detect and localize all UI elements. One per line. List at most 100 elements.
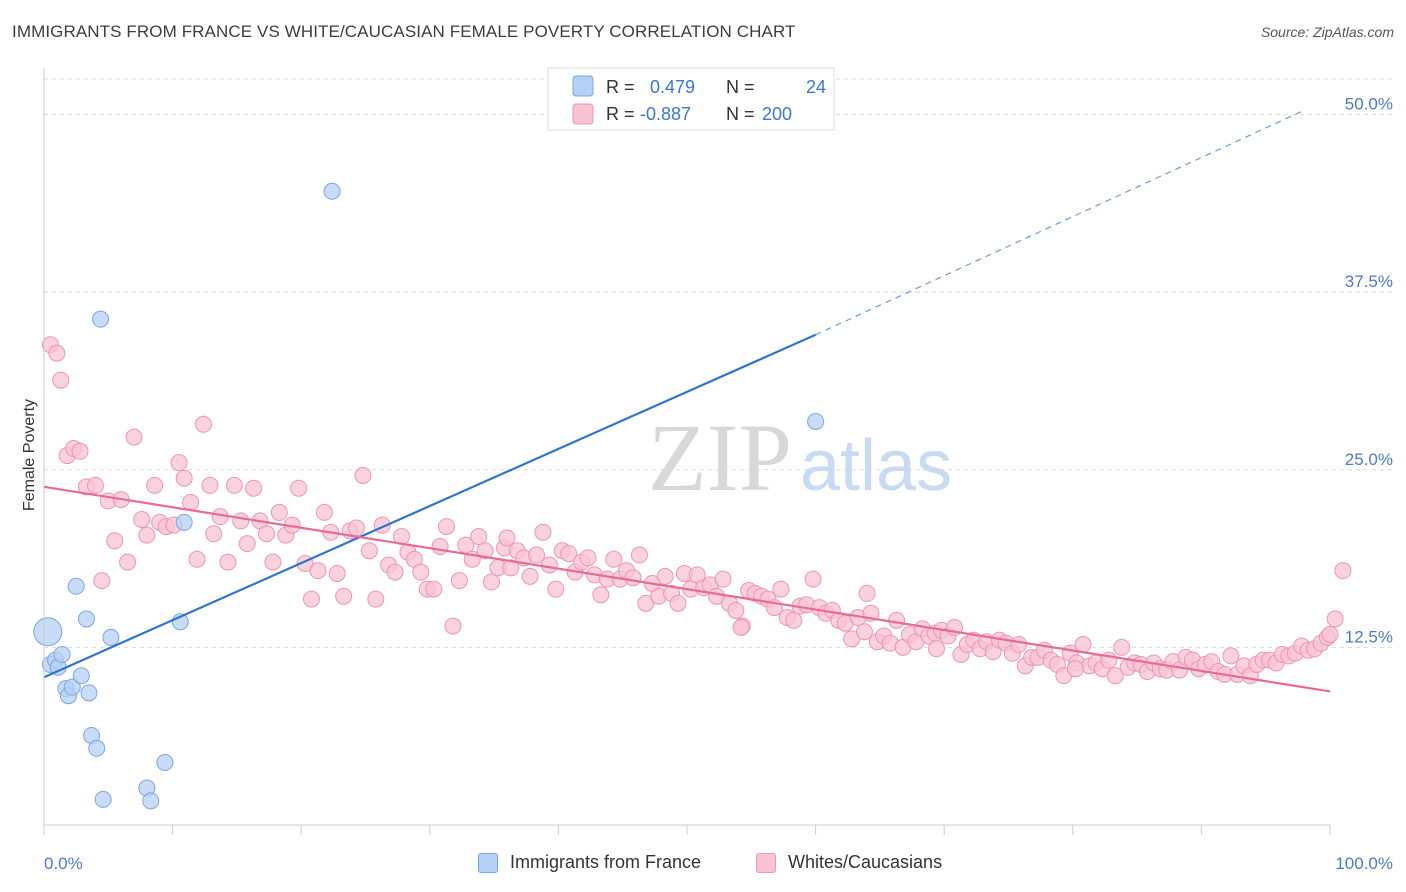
whites-caucasians-point-30: [232, 512, 250, 530]
whites-caucasians-point-204: [927, 640, 945, 658]
immigrants-france-point-8: [67, 577, 85, 595]
whites-caucasians-point-50: [360, 542, 378, 560]
whites-caucasians-point-54: [386, 563, 404, 581]
whites-caucasians-point-48: [347, 519, 365, 537]
whites-caucasians-point-119: [804, 570, 822, 588]
whites-caucasians-point-81: [560, 545, 578, 563]
whites-caucasians-points: [41, 336, 1352, 685]
legend-item-whites-caucasians: Whites/Caucasians: [756, 852, 942, 873]
whites-caucasians-point-86: [592, 586, 610, 604]
y-tick-label-0: 12.5%: [1345, 627, 1393, 646]
whites-caucasians-point-63: [444, 617, 462, 635]
whites-caucasians-point-132: [888, 611, 906, 629]
whites-caucasians-point-184: [1222, 647, 1240, 665]
whites-caucasians-point-93: [637, 594, 655, 612]
whites-caucasians-point-41: [302, 590, 320, 608]
y-tick-label-3: 50.0%: [1345, 95, 1393, 114]
whites-caucasians-point-167: [1113, 638, 1131, 656]
whites-caucasians-point-15: [138, 526, 156, 544]
whites-caucasians-point-77: [534, 523, 552, 541]
legend-swatch-immigrants-france: [478, 852, 498, 873]
legend-item-immigrants-france: Immigrants from France: [478, 852, 701, 873]
legend-r-value-1: 0.479: [650, 77, 695, 97]
whites-caucasians-point-29: [225, 476, 243, 494]
y-tick-label-2: 37.5%: [1345, 272, 1393, 291]
whites-caucasians-point-62: [438, 518, 456, 536]
legend-label-immigrants-france: Immigrants from France: [510, 852, 702, 872]
whites-caucasians-point-116: [785, 611, 803, 629]
whites-caucasians-point-67: [470, 528, 488, 546]
whites-caucasians-point-76: [528, 546, 546, 564]
whites-caucasians-point-45: [328, 564, 346, 582]
chart-title: IMMIGRANTS FROM FRANCE VS WHITE/CAUCASIA…: [12, 22, 796, 41]
immigrants-france-point-4: [53, 645, 71, 663]
immigrants-france-point-7: [63, 678, 81, 696]
axes: [43, 68, 1331, 835]
legend-n-label-2: N =: [726, 104, 755, 124]
whites-caucasians-point-201: [1326, 610, 1344, 628]
whites-caucasians-point-125: [843, 630, 861, 648]
immigrants-france-point-10: [77, 610, 95, 628]
x-tick-label-right: 100.0%: [1335, 854, 1393, 873]
tick-labels: 12.5% 25.0% 37.5% 50.0% 0.0% 100.0%: [44, 95, 1393, 873]
whites-caucasians-point-31: [238, 535, 256, 553]
whites-caucasians-point-16: [146, 476, 164, 494]
whites-caucasians-point-69: [483, 573, 501, 591]
immigrants-france-point-11: [80, 684, 98, 702]
whites-caucasians-point-60: [425, 580, 443, 598]
whites-caucasians-point-202: [1334, 562, 1352, 580]
whites-caucasians-point-91: [624, 569, 642, 587]
whites-caucasians-trend-line: [43, 485, 1331, 693]
whites-caucasians-point-203: [732, 618, 750, 636]
legend-swatch-pink: [572, 103, 594, 125]
whites-caucasians-point-64: [450, 572, 468, 590]
whites-caucasians-point-79: [547, 580, 565, 598]
whites-caucasians-point-39: [290, 479, 308, 497]
whites-caucasians-point-21: [175, 469, 193, 487]
whites-caucasians-point-24: [194, 415, 212, 433]
watermark-atlas: atlas: [800, 426, 952, 506]
whites-caucasians-point-105: [714, 570, 732, 588]
whites-caucasians-point-107: [727, 601, 745, 619]
whites-caucasians-point-49: [354, 466, 372, 484]
whites-caucasians-point-84: [579, 549, 597, 567]
whites-caucasians-point-68: [476, 542, 494, 560]
whites-caucasians-point-75: [521, 567, 539, 585]
chart-source: Source: ZipAtlas.com: [1260, 24, 1394, 40]
whites-caucasians-point-32: [245, 479, 263, 497]
immigrants-france-point-21: [175, 513, 193, 531]
whites-caucasians-point-205: [1066, 660, 1084, 678]
whites-caucasians-point-72: [502, 559, 520, 577]
whites-caucasians-point-96: [656, 567, 674, 585]
whites-caucasians-point-98: [669, 594, 687, 612]
whites-caucasians-point-7: [86, 476, 104, 494]
whites-caucasians-point-23: [188, 550, 206, 568]
legend-label-whites-caucasians: Whites/Caucasians: [788, 852, 943, 872]
whites-caucasians-point-10: [106, 532, 124, 550]
whites-caucasians-point-46: [335, 587, 353, 605]
trend-lines: [43, 109, 1331, 693]
watermark-zip: ZIP: [648, 404, 792, 511]
whites-caucasians-point-20: [170, 454, 188, 472]
legend-n-value-2: 200: [762, 104, 792, 124]
immigrants-france-point-22: [323, 182, 341, 200]
whites-caucasians-point-12: [119, 553, 137, 571]
legend-r-value-2: -0.887: [640, 104, 691, 124]
legend-r-label-1: R =: [606, 77, 635, 97]
whites-caucasians-point-114: [772, 580, 790, 598]
whites-caucasians-point-1: [48, 344, 66, 362]
immigrants-france-trend-extension: [815, 109, 1305, 336]
immigrants-france-point-15: [94, 790, 112, 808]
legend-r-label-2: R =: [606, 104, 635, 124]
whites-caucasians-point-200: [1321, 626, 1339, 644]
whites-caucasians-point-42: [309, 562, 327, 580]
whites-caucasians-point-22: [182, 493, 200, 511]
immigrants-france-point-14: [92, 310, 110, 328]
whites-caucasians-point-25: [201, 476, 219, 494]
whites-caucasians-point-43: [315, 503, 333, 521]
legend-swatch-blue: [572, 75, 594, 97]
y-axis-label: Female Poverty: [21, 399, 38, 511]
whites-caucasians-point-2: [52, 371, 70, 389]
whites-caucasians-point-28: [219, 553, 237, 571]
